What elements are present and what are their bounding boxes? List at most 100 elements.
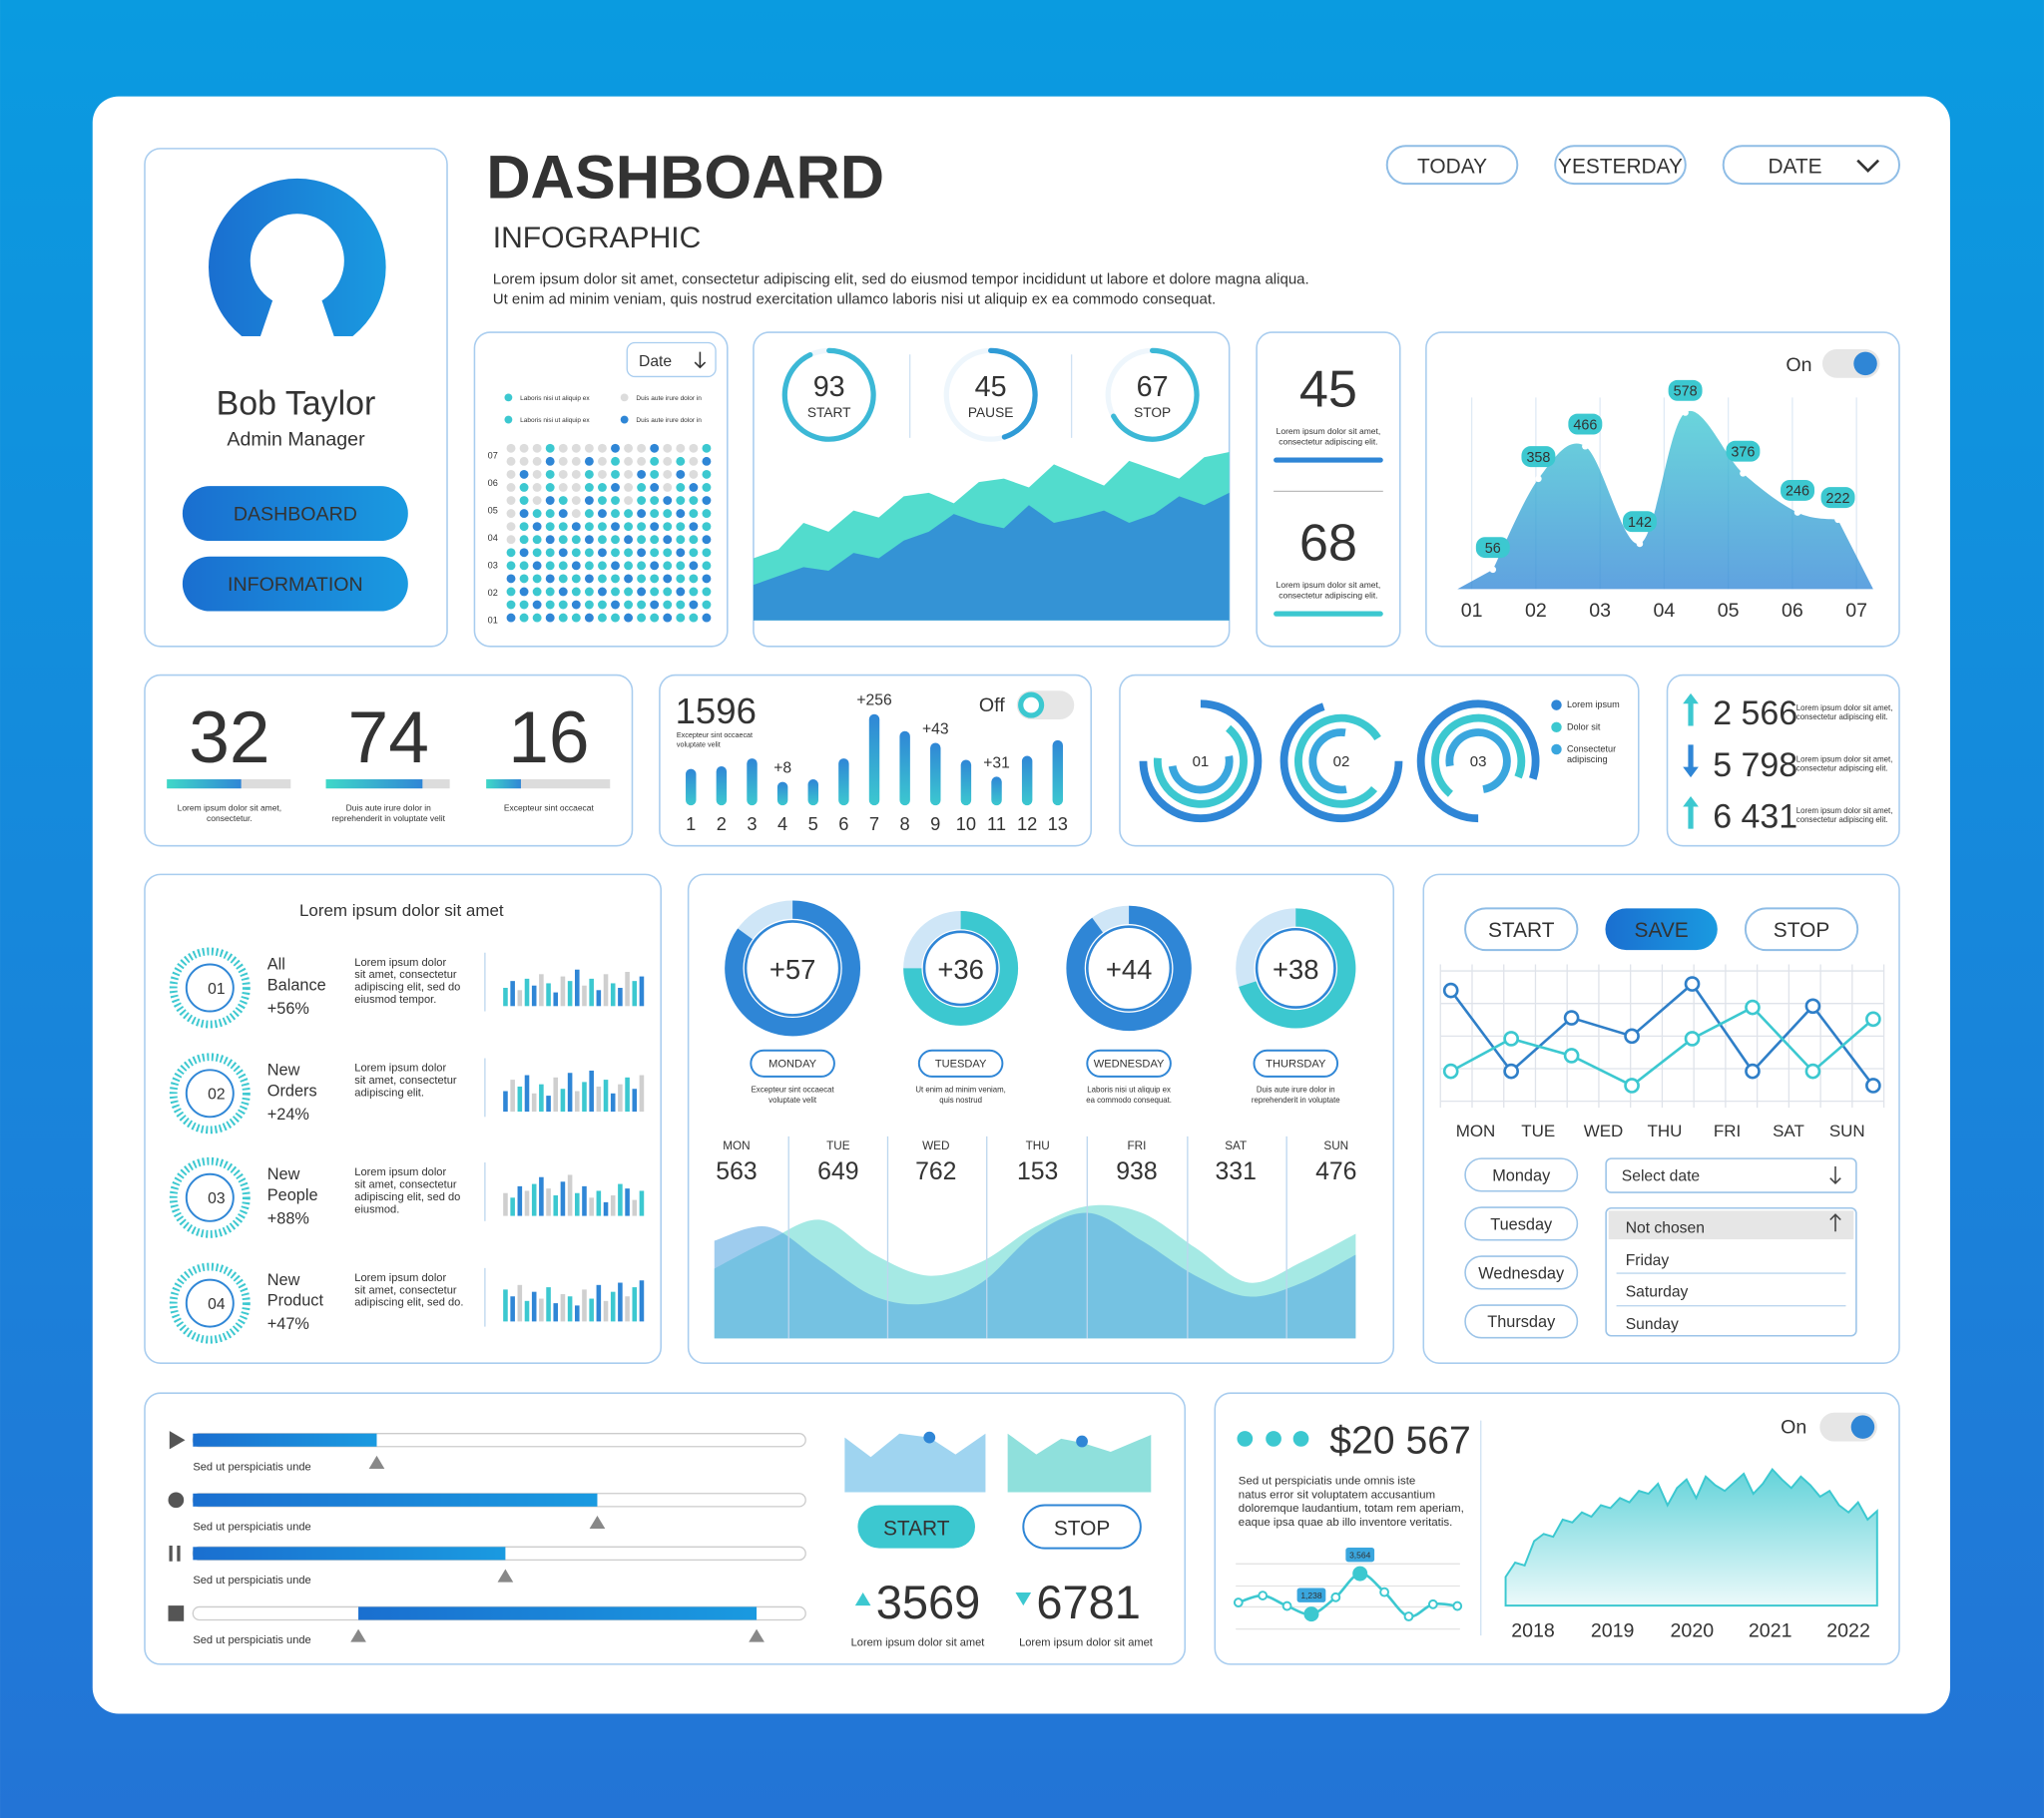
kpi-text: Duis aute irure dolor in [346, 802, 431, 812]
option[interactable] [1464, 1255, 1579, 1290]
dot [663, 587, 673, 597]
slider-fill[interactable] [193, 1493, 598, 1507]
progress-fill [325, 779, 423, 789]
dot [637, 600, 647, 610]
dot [558, 469, 568, 479]
dot [597, 574, 607, 584]
mini-bar [524, 1300, 530, 1322]
trend-arrow [1683, 744, 1699, 778]
filter-button[interactable] [1385, 145, 1519, 186]
dot [506, 600, 516, 610]
dot [702, 509, 712, 519]
select-label: Select date [1622, 1167, 1701, 1184]
gauge-label: STOP [1134, 405, 1171, 420]
point [1442, 1063, 1459, 1080]
filter-button[interactable] [1554, 145, 1687, 186]
dot [545, 548, 555, 558]
day-label: SUN [1323, 1139, 1348, 1152]
bar [991, 776, 1002, 806]
dot [584, 496, 594, 505]
icon-pause[interactable] [169, 1546, 181, 1562]
dot [506, 496, 516, 505]
kpi-text: Excepteur sint occaecat [504, 802, 595, 812]
dot [584, 548, 594, 558]
x-tick-label: 10 [956, 813, 976, 834]
mini-bar [596, 1284, 602, 1322]
label-bubble [1345, 1547, 1375, 1563]
bar [1052, 739, 1064, 806]
donut-text: quis nostrud [939, 1096, 982, 1105]
stat-value: 68 [1299, 515, 1357, 573]
button[interactable] [1464, 907, 1579, 952]
dot-column [532, 443, 542, 623]
gauge-value: 45 [975, 371, 1007, 403]
wave-icon [1007, 1433, 1152, 1493]
description: Lorem ipsum dolor sit amet, consectetur … [493, 271, 1309, 288]
option[interactable] [1464, 1157, 1579, 1192]
stat-value: 6 431 [1713, 797, 1797, 835]
icon-play[interactable] [169, 1431, 186, 1450]
toggle-knob [1018, 691, 1045, 718]
filter-button[interactable] [1722, 145, 1900, 186]
mini-bar [553, 1303, 559, 1322]
badge [185, 1172, 235, 1222]
slider-fill[interactable] [193, 1547, 506, 1561]
mini-bar [539, 1176, 544, 1216]
slider-fill[interactable] [193, 1433, 377, 1447]
option[interactable] [1464, 1304, 1579, 1339]
dot [650, 613, 660, 623]
dot [689, 483, 699, 492]
icon-record[interactable] [168, 1492, 185, 1509]
x-tick-label: 2020 [1671, 1619, 1715, 1641]
select[interactable] [1605, 1157, 1857, 1193]
dot [1266, 1431, 1281, 1447]
dot [637, 613, 647, 623]
button[interactable] [1022, 1504, 1142, 1550]
dot [506, 456, 516, 466]
dot [676, 574, 686, 584]
dropdown-label: Date [639, 353, 672, 370]
dot [584, 535, 594, 545]
mini-bar [560, 1181, 566, 1216]
slider-handle [497, 1569, 514, 1583]
dot [571, 613, 581, 623]
icon-stop[interactable] [168, 1605, 185, 1621]
dot-column [702, 443, 712, 623]
point [1684, 1031, 1701, 1047]
button[interactable] [1744, 907, 1859, 952]
button[interactable] [857, 1505, 975, 1549]
data-label: 142 [1628, 515, 1652, 531]
point [1442, 982, 1459, 999]
stat-text: Lorem ipsum dolor sit amet, [1796, 806, 1893, 815]
dot [584, 469, 594, 479]
stat-value: 5 798 [1713, 746, 1797, 784]
bar [776, 781, 788, 806]
arrow [1829, 1165, 1841, 1185]
donut-center [744, 920, 841, 1017]
mini-bar [603, 1300, 609, 1322]
button[interactable] [1605, 908, 1718, 951]
button-label: STOP [1774, 919, 1829, 942]
option[interactable] [1464, 1206, 1579, 1241]
peak-bubble [1521, 446, 1556, 468]
legend-dot [620, 393, 629, 402]
dot [519, 456, 529, 466]
row-label: 06 [488, 478, 498, 488]
button[interactable] [182, 556, 408, 612]
dot [1237, 1431, 1254, 1447]
bar [686, 768, 697, 806]
dropdown[interactable] [626, 341, 717, 378]
dot-column [624, 443, 634, 623]
mini-bar [546, 983, 551, 1007]
x-tick-label: 6 [838, 813, 848, 834]
dot [558, 535, 568, 545]
button[interactable] [182, 486, 408, 542]
slider-fill[interactable] [358, 1606, 758, 1620]
dot [597, 443, 607, 453]
mini-bar [517, 1185, 523, 1216]
x-tick-label: 2019 [1591, 1619, 1635, 1641]
mini-bar [632, 1089, 638, 1113]
kpi-value: 74 [348, 697, 429, 778]
dot [558, 522, 568, 532]
panel [1666, 674, 1900, 847]
